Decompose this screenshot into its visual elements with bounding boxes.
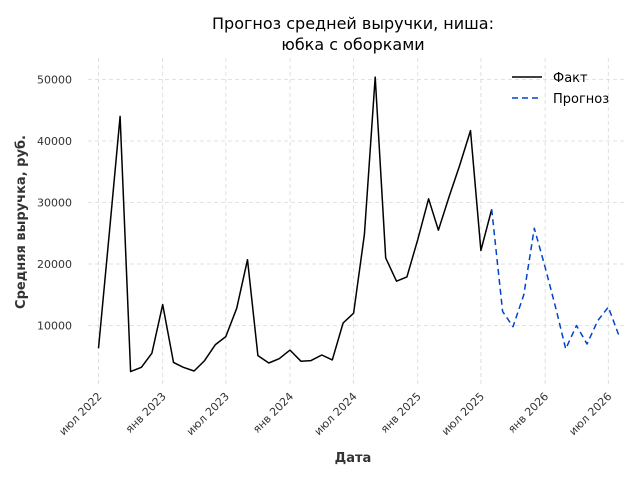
y-tick-label: 10000 bbox=[37, 320, 72, 333]
legend-label-forecast: Прогноз bbox=[553, 92, 609, 107]
x-tick-label: янв 2026 bbox=[505, 390, 551, 436]
x-tick-label: июл 2024 bbox=[312, 390, 360, 438]
series-line-fact bbox=[97, 76, 493, 373]
y-axis-label: Средняя выручка, руб. bbox=[14, 135, 29, 309]
y-tick-label: 40000 bbox=[37, 135, 72, 148]
series-layer bbox=[97, 76, 620, 373]
x-tick-label: июл 2025 bbox=[439, 390, 487, 438]
x-tick-labels: июл 2022 янв 2023 июл 2023 янв 2024 июл 2024… bbox=[57, 390, 615, 438]
x-tick-label: июл 2026 bbox=[566, 390, 614, 438]
x-tick-label: янв 2024 bbox=[250, 390, 296, 436]
x-axis-label: Дата bbox=[335, 451, 372, 466]
chart-title: Прогноз средней выручки, ниша: юбка с об… bbox=[212, 14, 494, 54]
y-tick-labels: 10000 20000 30000 40000 50000 bbox=[37, 74, 72, 333]
x-tick-label: июл 2022 bbox=[57, 390, 105, 438]
series-line-forecast bbox=[490, 209, 620, 350]
x-tick-label: июл 2023 bbox=[184, 390, 232, 438]
y-tick-label: 20000 bbox=[37, 258, 72, 271]
legend-label-fact: Факт bbox=[553, 71, 588, 86]
y-gridlines bbox=[88, 79, 624, 326]
y-tick-label: 50000 bbox=[37, 74, 72, 87]
legend: Факт Прогноз bbox=[512, 71, 609, 107]
x-tick-label: янв 2025 bbox=[378, 390, 424, 436]
x-tick-label: янв 2023 bbox=[123, 390, 169, 436]
x-gridlines bbox=[98, 58, 609, 387]
y-tick-label: 30000 bbox=[37, 197, 72, 210]
chart-title-line-2: юбка с оборками bbox=[281, 35, 424, 54]
chart-title-line-1: Прогноз средней выручки, ниша: bbox=[212, 14, 494, 33]
